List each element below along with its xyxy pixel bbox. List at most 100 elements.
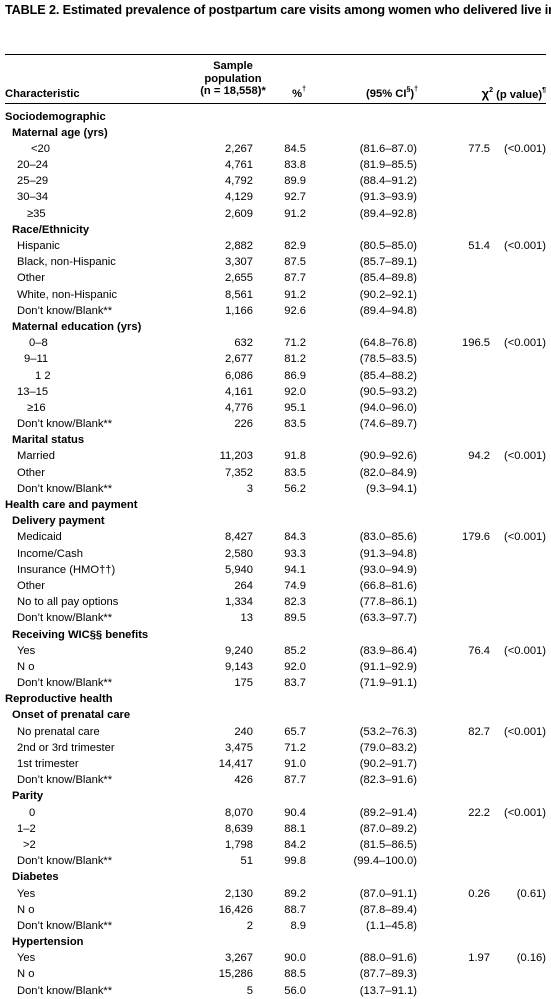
percent-cell: 91.2	[284, 207, 306, 220]
group-heading: Race/Ethnicity	[12, 223, 90, 236]
sample-size-cell: 4,129	[225, 191, 253, 204]
table-row: Don’t know/Blank** 226 83.5 (74.6–89.7)	[0, 416, 551, 432]
sample-size-cell: 264	[234, 579, 253, 592]
row-label: Other	[17, 579, 45, 592]
sample-size-cell: 15,286	[218, 968, 253, 981]
sample-size-cell: 175	[234, 677, 253, 690]
p-value-cell: (<0.001)	[504, 337, 546, 350]
percent-cell: 8.9	[290, 919, 306, 932]
p-value-cell: (<0.001)	[504, 450, 546, 463]
sample-size-cell: 3,475	[225, 741, 253, 754]
row-label: Yes	[17, 952, 36, 965]
percent-cell: 89.2	[284, 887, 306, 900]
table-title: TABLE 2. Estimated prevalence of postpar…	[5, 3, 551, 17]
table-row: No to all pay options 1,334 82.3 (77.8–86.1…	[0, 594, 551, 610]
percent-cell: 92.6	[284, 304, 306, 317]
ci-cell: (89.4–92.8)	[359, 207, 417, 220]
row-label: ≥35	[27, 207, 46, 220]
percent-cell: 95.1	[284, 401, 306, 414]
row-label: No to all pay options	[17, 596, 119, 609]
ci-cell: (71.9–91.1)	[359, 677, 417, 690]
sample-size-cell: 3,267	[225, 952, 253, 965]
group-heading-row: Delivery payment	[0, 513, 551, 529]
group-heading-row: Race/Ethnicity	[0, 222, 551, 238]
row-label: Don’t know/Blank**	[17, 304, 113, 317]
percent-cell: 71.2	[284, 741, 306, 754]
chi-square-cell: 82.7	[468, 725, 490, 738]
sample-size-cell: 7,352	[225, 466, 253, 479]
percent-cell: 85.2	[284, 644, 306, 657]
sample-size-cell: 2	[246, 919, 253, 932]
percent-cell: 94.1	[284, 563, 306, 576]
table-row: Don’t know/Blank** 5 56.0 (13.7–91.1)	[0, 983, 551, 999]
percent-cell: 87.5	[284, 256, 306, 269]
percent-cell: 88.1	[284, 822, 306, 835]
percent-cell: 84.2	[284, 838, 306, 851]
percent-cell: 87.7	[284, 774, 306, 787]
percent-cell: 88.7	[284, 903, 306, 916]
row-label: 1–2	[17, 822, 36, 835]
sample-size-cell: 2,130	[225, 887, 253, 900]
table-row: 1st trimester 14,417 91.0 (90.2–91.7)	[0, 756, 551, 772]
chi-square-cell: 77.5	[468, 142, 490, 155]
sample-size-cell: 2,580	[225, 547, 253, 560]
sample-size-cell: 14,417	[218, 758, 253, 770]
row-label: N o	[17, 903, 35, 916]
group-heading-row: Diabetes	[0, 869, 551, 885]
section-heading: Sociodemographic	[5, 110, 106, 123]
ci-cell: (89.4–94.8)	[359, 304, 417, 317]
percent-cell: 82.9	[284, 240, 306, 252]
ci-cell: (83.9–86.4)	[359, 644, 417, 657]
group-heading-row: Maternal age (yrs)	[0, 125, 551, 141]
row-label: Don’t know/Blank**	[17, 774, 113, 787]
sample-size-cell: 3,307	[225, 256, 253, 269]
row-label: Don’t know/Blank**	[17, 855, 113, 868]
row-label: 20–24	[17, 159, 49, 172]
row-label: N o	[17, 660, 35, 673]
table-row: 2nd or 3rd trimester 3,475 71.2 (79.0–83.2)	[0, 740, 551, 756]
p-value-cell: (<0.001)	[504, 806, 546, 819]
ci-cell: (90.2–92.1)	[359, 288, 417, 301]
percent-cell: 90.0	[284, 952, 306, 965]
table-row: ≥35 2,609 91.2 (89.4–92.8)	[0, 206, 551, 222]
table-row: Medicaid 8,427 84.3 (83.0–85.6) 179.6 (<0.001…	[0, 529, 551, 545]
ci-cell: (94.0–96.0)	[359, 401, 417, 414]
percent-cell: 71.2	[284, 337, 306, 350]
sample-size-cell: 4,161	[225, 385, 253, 398]
percent-cell: 86.9	[284, 369, 306, 382]
ci-cell: (88.0–91.6)	[359, 952, 417, 965]
sample-size-cell: 11,203	[219, 450, 253, 463]
p-value-cell: (<0.001)	[504, 725, 546, 738]
sample-size-cell: 6,086	[225, 369, 253, 382]
row-label: Hispanic	[17, 240, 60, 252]
row-label: Black, non-Hispanic	[17, 256, 116, 269]
ci-cell: (79.0–83.2)	[359, 741, 417, 754]
table-row: Married 11,203 91.8 (90.9–92.6) 94.2 (<0.001)	[0, 448, 551, 464]
table-row: 9–11 2,677 81.2 (78.5–83.5)	[0, 351, 551, 367]
table-row: Don’t know/Blank** 51 99.8 (99.4–100.0)	[0, 853, 551, 869]
row-label: Other	[17, 272, 45, 285]
table-row: Don’t know/Blank** 2 8.9 (1.1–45.8)	[0, 918, 551, 934]
sample-size-cell: 426	[234, 774, 253, 787]
row-label: 1st trimester	[17, 758, 79, 770]
ci-cell: (89.2–91.4)	[359, 806, 417, 819]
percent-cell: 92.7	[284, 191, 306, 204]
p-value-cell: (<0.001)	[504, 240, 546, 252]
percent-cell: 89.9	[284, 175, 306, 188]
chi-square-cell: 94.2	[468, 450, 490, 463]
percent-cell: 81.2	[284, 353, 306, 366]
header-top-rule	[5, 54, 546, 55]
sample-size-cell: 240	[234, 725, 253, 738]
row-label: 1 2	[35, 369, 51, 382]
row-label: Yes	[17, 887, 36, 900]
ci-cell: (90.9–92.6)	[359, 450, 417, 463]
p-value-cell: (<0.001)	[504, 142, 546, 155]
section-heading-row: Sociodemographic	[0, 109, 551, 125]
percent-cell: 83.5	[284, 418, 306, 431]
table-row: 1–2 8,639 88.1 (87.0–89.2)	[0, 821, 551, 837]
ci-cell: (87.0–91.1)	[359, 887, 417, 900]
ci-cell: (88.4–91.2)	[359, 175, 417, 188]
table-row: N o 15,286 88.5 (87.7–89.3)	[0, 966, 551, 982]
row-label: No prenatal care	[17, 725, 100, 738]
chi-square-cell: 179.6	[462, 531, 490, 544]
